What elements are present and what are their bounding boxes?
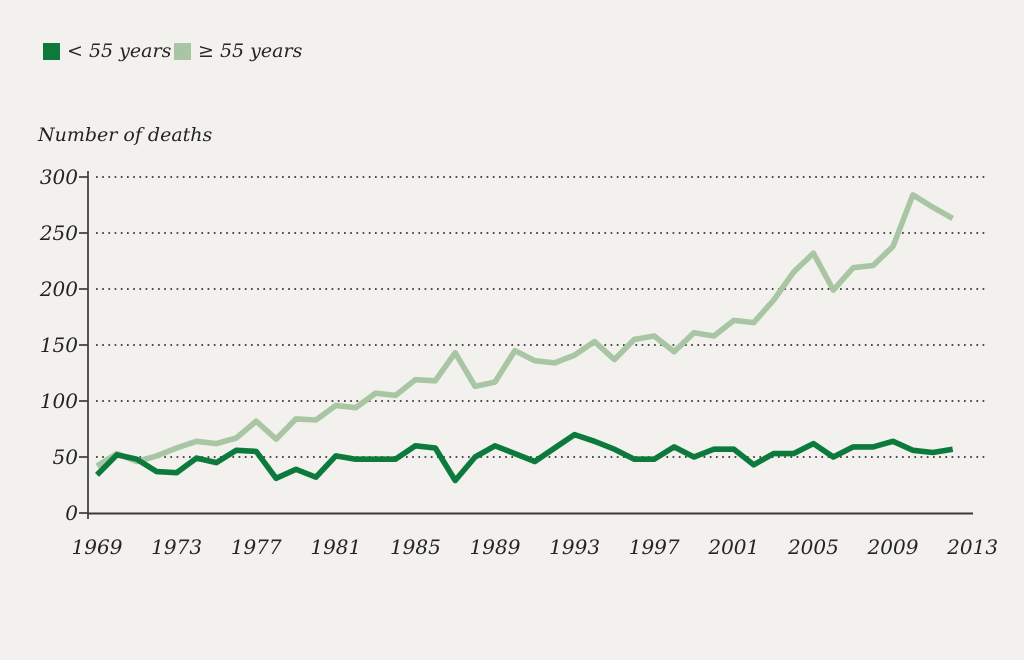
x-tick-label: 2005 — [787, 535, 839, 559]
y-tick-label: 200 — [39, 277, 78, 301]
y-tick-label: 0 — [65, 501, 78, 525]
x-tick-label: 2013 — [947, 535, 999, 559]
y-tick-label: 100 — [39, 389, 78, 413]
x-tick-label: 1973 — [151, 535, 203, 559]
x-tick-label: 2009 — [867, 535, 919, 559]
x-tick-label: 1969 — [71, 535, 123, 559]
series-line-55-and-over — [95, 192, 955, 469]
x-tick-label: 1997 — [628, 535, 680, 559]
y-tick-label: 150 — [39, 333, 78, 357]
x-tick-label: 1989 — [469, 535, 521, 559]
legend-swatch-55-and-over — [174, 43, 191, 60]
x-tick-label: 1993 — [549, 535, 601, 559]
y-axis-title: Number of deaths — [38, 124, 213, 146]
x-tick-label: 1981 — [310, 535, 362, 559]
x-tick-label: 1985 — [389, 535, 441, 559]
y-tick-label: 300 — [39, 165, 78, 189]
x-tick-label: 1977 — [230, 535, 282, 559]
legend-label-55-and-over: ≥ 55 years — [198, 40, 303, 62]
y-tick-label: 250 — [39, 221, 78, 245]
y-tick-label: 50 — [52, 445, 78, 469]
series-line-under-55 — [95, 431, 954, 484]
x-tick-label: 2001 — [708, 535, 760, 559]
legend-swatch-under-55 — [43, 43, 60, 60]
legend-label-under-55: < 55 years — [67, 40, 172, 62]
